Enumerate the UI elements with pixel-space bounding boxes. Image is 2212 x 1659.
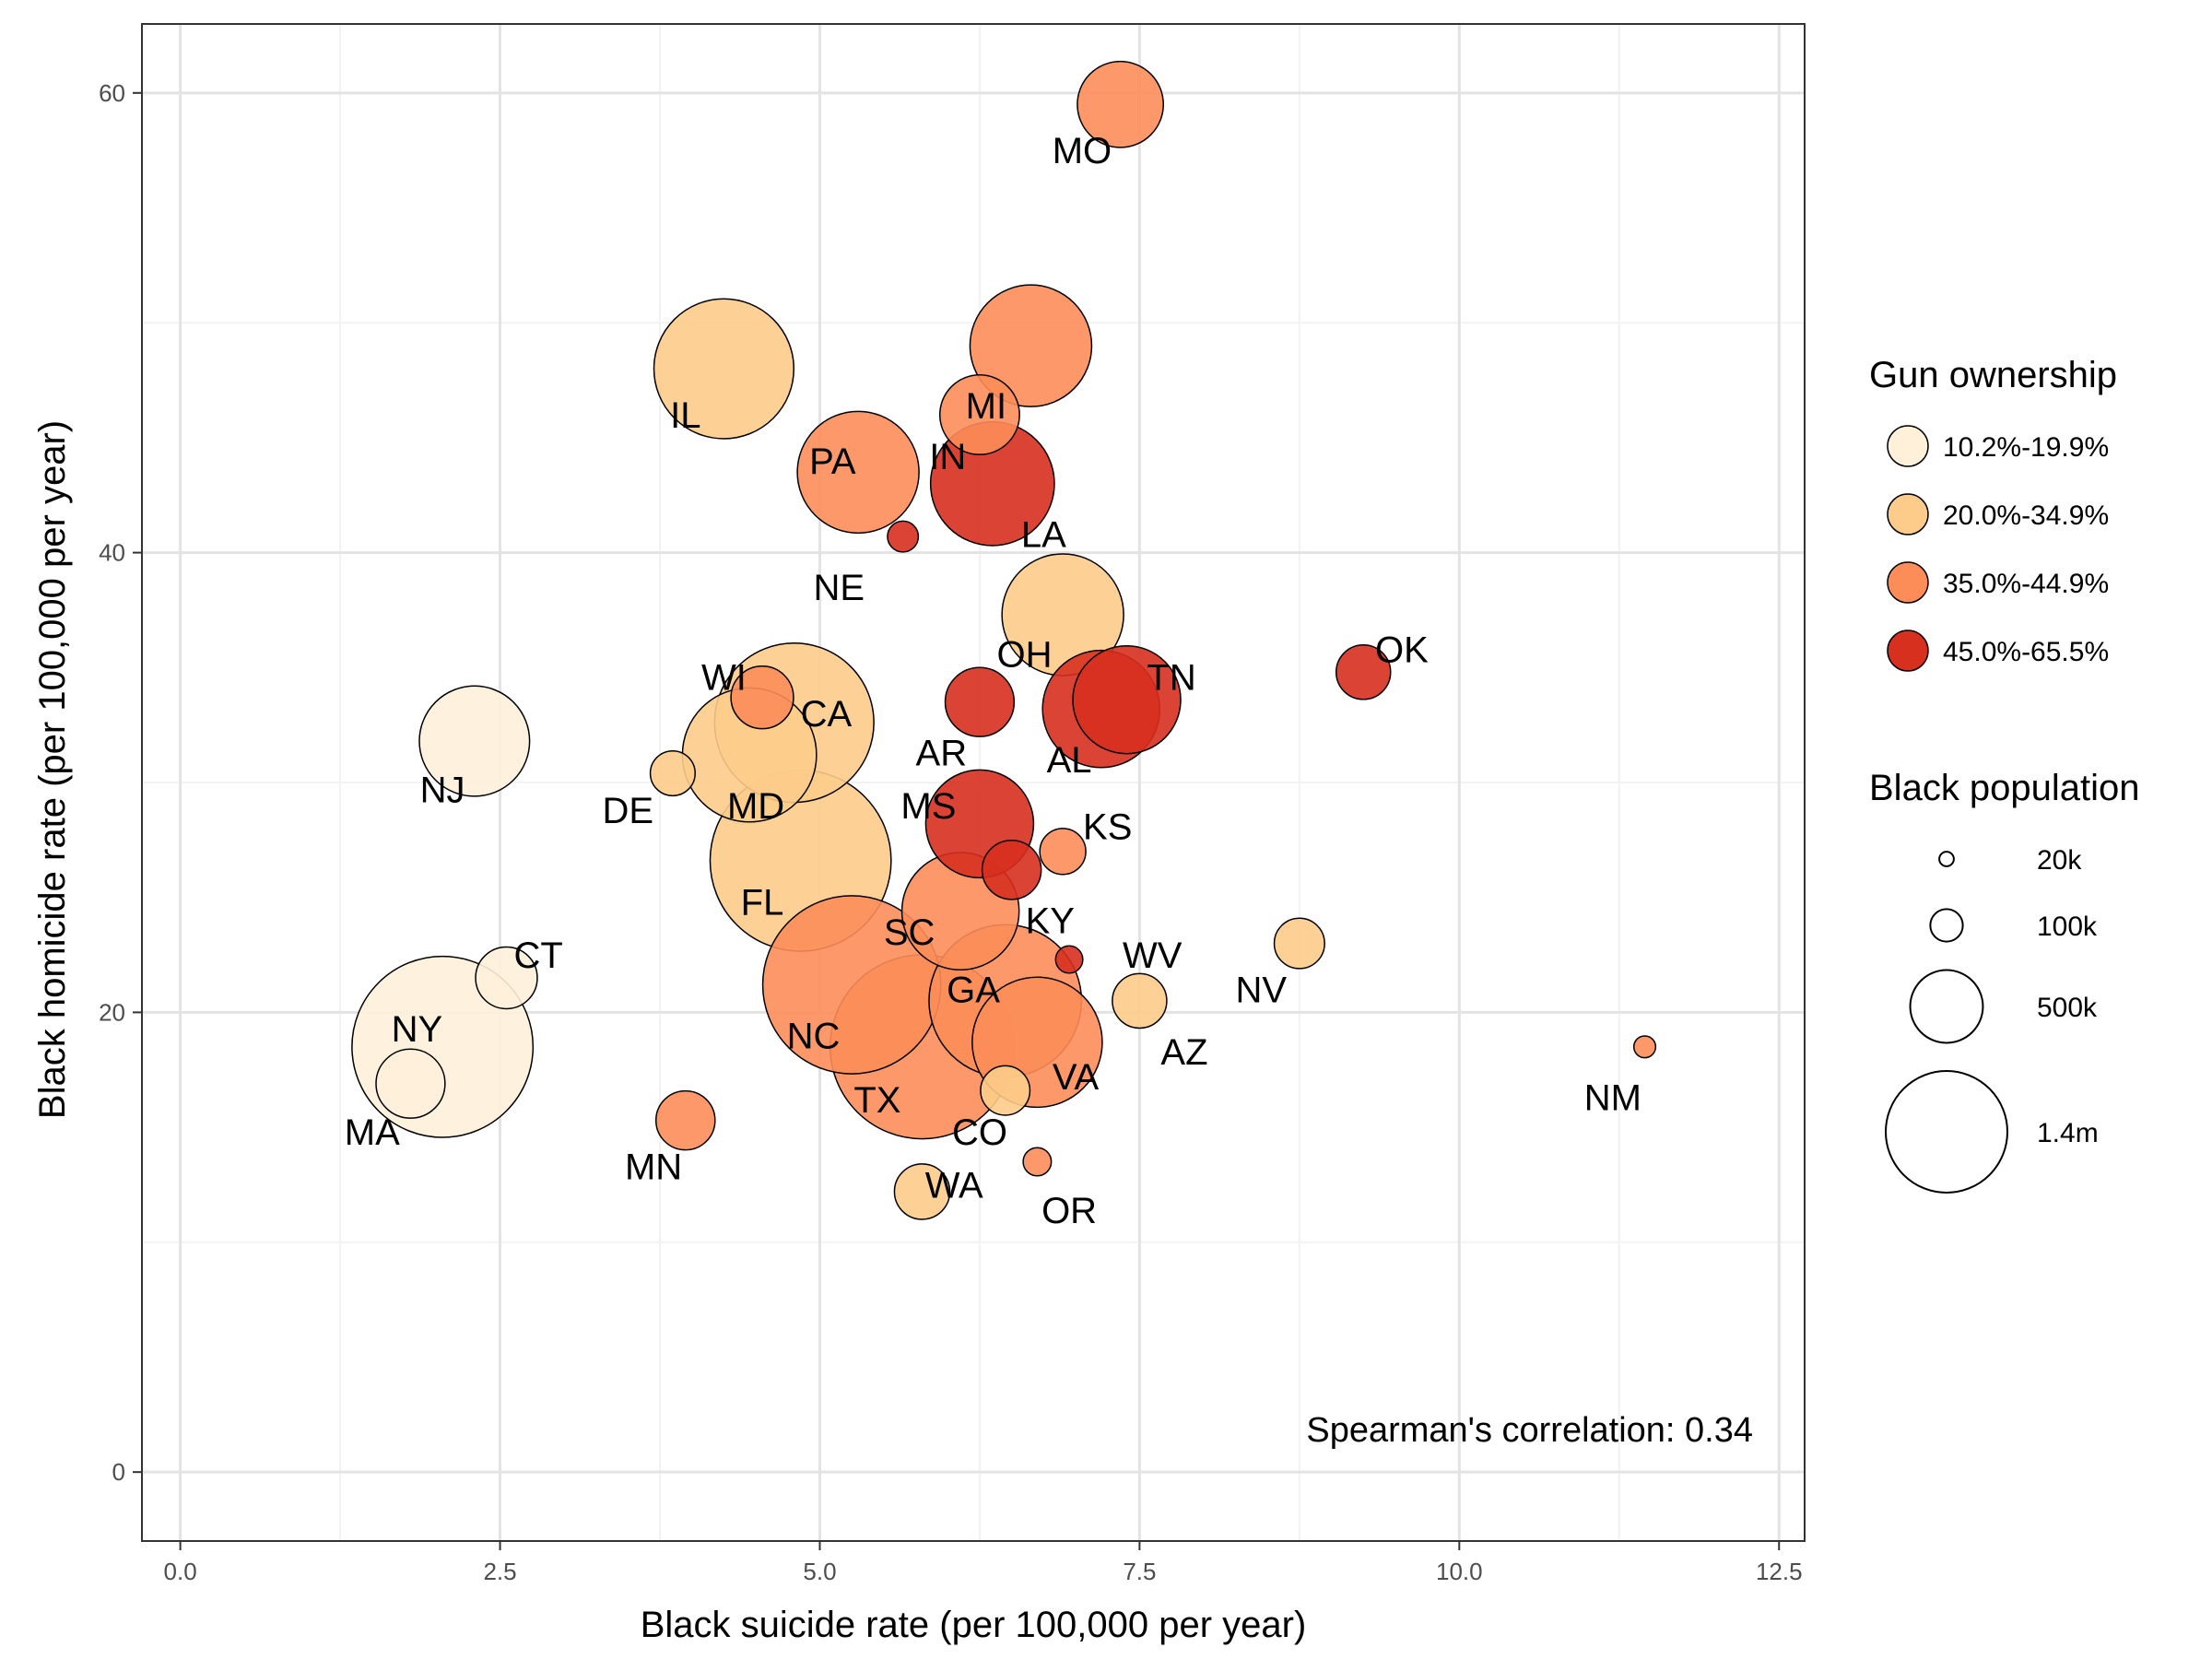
color-legend-label: 45.0%-65.5% [1943, 637, 2109, 667]
size-legend-label: 20k [2037, 845, 2082, 876]
bubble-or [1022, 1147, 1053, 1177]
size-legend-key [1909, 969, 1984, 1044]
x-tick-label: 5.0 [803, 1558, 836, 1585]
x-tick-label: 0.0 [164, 1558, 197, 1585]
point-label-la: LA [1021, 515, 1066, 556]
bubble-nj [418, 685, 531, 797]
bubble-wi [730, 665, 794, 730]
size-legend-label: 100k [2037, 912, 2098, 942]
point-label-or: OR [1041, 1191, 1097, 1231]
point-label-az: AZ [1160, 1032, 1207, 1073]
point-label-mo: MO [1053, 131, 1112, 171]
point-label-nc: NC [787, 1016, 841, 1056]
color-legend-key [1887, 561, 1929, 604]
size-legend-key [1885, 1070, 2008, 1194]
point-label-ks: KS [1083, 806, 1132, 847]
plot-panel-border [141, 23, 1806, 1542]
bubble-pa [796, 410, 920, 535]
point-label-tn: TN [1147, 657, 1195, 698]
bubble-ok [1335, 644, 1392, 700]
point-label-ny: NY [392, 1009, 443, 1050]
point-labels: MO MI IL IN PA LA NE OH OK TN AL WI CA AR NJ MD DE MS KS FL… [345, 131, 1641, 1231]
point-label-nv: NV [1235, 970, 1287, 1010]
color-legend-key [1887, 493, 1929, 535]
point-label-wv: WV [1123, 935, 1182, 976]
bubble-ks [1039, 828, 1087, 876]
point-label-md: MD [727, 786, 784, 827]
bubble-il [653, 298, 795, 440]
point-label-sc: SC [884, 912, 935, 953]
point-label-nj: NJ [420, 770, 465, 810]
color-legend-label: 35.0%-44.9% [1943, 569, 2109, 599]
point-label-il: IL [670, 395, 700, 436]
size-legend-key [1938, 851, 1955, 867]
point-label-ar: AR [916, 734, 968, 774]
y-tick-label: 20 [99, 998, 125, 1026]
point-label-nm: NM [1584, 1078, 1641, 1119]
point-label-ct: CT [514, 935, 563, 976]
x-tick-label: 2.5 [483, 1558, 516, 1585]
size-legend-title: Black population [1869, 768, 2140, 808]
bubble-de [649, 749, 696, 797]
bubble-tn [1072, 644, 1182, 755]
bubble-mn [654, 1089, 716, 1151]
bubble-wv [1054, 945, 1084, 974]
point-label-ma: MA [345, 1112, 400, 1153]
bubble-ma [375, 1048, 446, 1119]
point-label-wi: WI [701, 657, 747, 698]
point-label-pa: PA [809, 441, 856, 482]
point-label-tx: TX [853, 1080, 900, 1121]
bubble-mi [969, 284, 1093, 407]
bubble-ne [887, 520, 920, 553]
size-legend-label: 1.4m [2037, 1118, 2099, 1148]
x-tick-label: 7.5 [1123, 1558, 1156, 1585]
color-legend-title: Gun ownership [1869, 355, 2117, 395]
size-legend-label: 500k [2037, 993, 2098, 1023]
point-label-wa: WA [925, 1165, 983, 1206]
bubble-mo [1077, 60, 1165, 148]
point-label-fl: FL [741, 883, 784, 924]
point-label-mi: MI [966, 386, 1006, 427]
color-legend-key [1887, 425, 1929, 467]
bubble-ar [944, 666, 1016, 737]
point-label-de: DE [603, 791, 654, 831]
legend: Gun ownership Black population 10.2%-19.… [1869, 355, 2140, 1194]
bubble-ct [475, 946, 538, 1010]
color-legend-label: 20.0%-34.9% [1943, 500, 2109, 531]
point-label-mn: MN [625, 1147, 682, 1187]
x-tick-label: 12.5 [1756, 1558, 1803, 1585]
point-label-in: IN [929, 437, 966, 477]
point-label-ms: MS [900, 786, 956, 827]
size-legend-key [1929, 908, 1964, 943]
point-label-va: VA [1053, 1057, 1100, 1098]
y-tick-label: 40 [99, 539, 125, 567]
correlation-annotation: Spearman's correlation: 0.34 [1306, 1411, 1753, 1450]
y-axis-title: Black homicide rate (per 100,000 per yea… [32, 420, 73, 1119]
grid [142, 24, 1805, 1541]
axes: 0.0 2.5 5.0 7.5 10.0 12.5 0 20 40 60 [99, 79, 1802, 1585]
point-label-ca: CA [801, 694, 853, 735]
bubble-ky [981, 839, 1042, 900]
bubble-az [1112, 972, 1168, 1030]
point-label-ga: GA [947, 970, 1000, 1010]
point-label-ky: KY [1026, 901, 1075, 942]
point-label-al: AL [1047, 740, 1092, 781]
point-label-co: CO [952, 1112, 1007, 1153]
bubble-co [980, 1065, 1031, 1116]
color-legend-key [1887, 629, 1929, 672]
bubble-wa [893, 1163, 951, 1220]
data-points [351, 60, 1657, 1220]
bubble-nm [1632, 1035, 1657, 1059]
point-label-oh: OH [997, 634, 1053, 675]
bubble-in [938, 374, 1020, 455]
bubble-nv [1273, 917, 1325, 970]
point-label-ne: NE [814, 568, 865, 608]
point-label-ok: OK [1375, 629, 1429, 670]
color-legend-label: 10.2%-19.9% [1943, 432, 2109, 463]
x-axis-title: Black suicide rate (per 100,000 per year… [641, 1605, 1307, 1645]
x-tick-label: 10.0 [1436, 1558, 1483, 1585]
y-tick-label: 60 [99, 79, 125, 107]
y-tick-label: 0 [112, 1458, 125, 1486]
